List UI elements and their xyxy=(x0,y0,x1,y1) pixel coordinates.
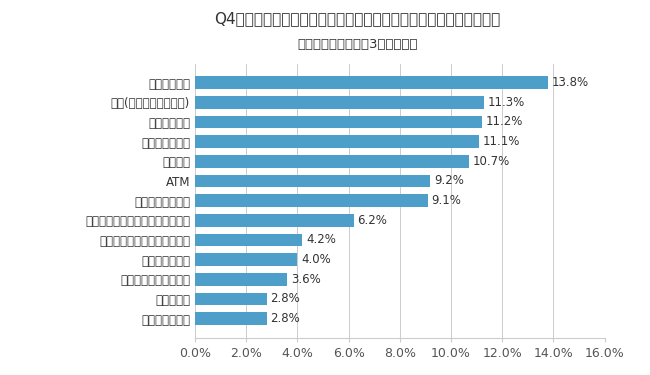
Bar xyxy=(195,135,479,148)
Text: （複数回答可。最大3つまで。）: （複数回答可。最大3つまで。） xyxy=(297,38,418,51)
Text: 2.8%: 2.8% xyxy=(270,312,300,325)
Bar xyxy=(195,96,484,109)
Text: 11.1%: 11.1% xyxy=(483,135,520,148)
Bar xyxy=(195,253,298,266)
Bar xyxy=(195,155,469,168)
Bar xyxy=(195,273,287,286)
Text: 2.8%: 2.8% xyxy=(270,292,300,306)
Bar xyxy=(195,194,428,207)
Text: 11.2%: 11.2% xyxy=(486,116,523,128)
Text: Q4：「道の駅」にこんなサービスがあればと思うものは何ですか？: Q4：「道の駅」にこんなサービスがあればと思うものは何ですか？ xyxy=(214,11,500,26)
Bar xyxy=(195,234,302,246)
Text: 9.1%: 9.1% xyxy=(432,194,462,207)
Bar xyxy=(195,174,430,188)
Bar xyxy=(195,312,266,325)
Text: 4.2%: 4.2% xyxy=(306,234,336,246)
Text: 10.7%: 10.7% xyxy=(473,155,510,168)
Text: 3.6%: 3.6% xyxy=(291,273,320,286)
Text: 6.2%: 6.2% xyxy=(358,214,387,227)
Bar xyxy=(195,214,354,227)
Text: 4.0%: 4.0% xyxy=(301,253,331,266)
Bar xyxy=(195,116,482,128)
Text: 11.3%: 11.3% xyxy=(488,96,525,109)
Text: 13.8%: 13.8% xyxy=(552,76,589,89)
Bar xyxy=(195,292,266,305)
Bar xyxy=(195,76,548,89)
Text: 9.2%: 9.2% xyxy=(434,174,464,188)
